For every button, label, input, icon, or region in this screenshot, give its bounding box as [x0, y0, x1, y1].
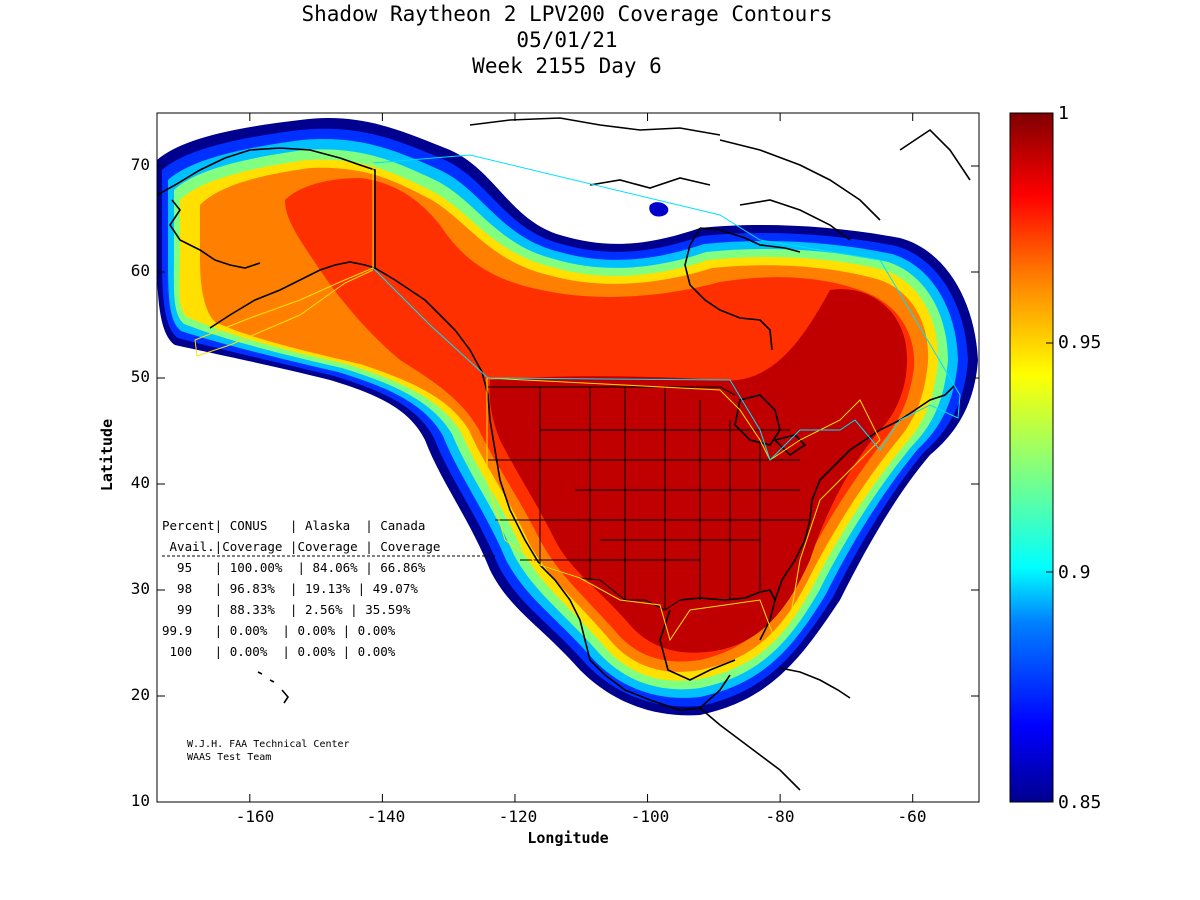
coverage-band-0.99	[489, 289, 908, 653]
table-row: 99.9 | 0.00% | 0.00% | 0.00%	[162, 623, 396, 638]
west-coast	[374, 267, 591, 661]
colorbar-tick-label: 1	[1058, 103, 1069, 124]
table-row: 99 | 88.33% | 2.56% | 35.59%	[162, 602, 411, 617]
table-row: 100 | 0.00% | 0.00% | 0.00%	[162, 644, 396, 659]
plot-frame	[156, 112, 980, 803]
x-tick-label: -160	[236, 807, 275, 826]
x-tick-label: -60	[898, 807, 927, 826]
chart-week-day: Week 2155 Day 6	[472, 54, 662, 78]
y-axis-tick-labels: 10 20 30 40 50 60 70	[131, 155, 150, 810]
coverage-contours	[157, 118, 978, 716]
colorbar-tick-label: 0.9	[1058, 562, 1091, 583]
table-header-row-1: Percent| CONUS | Alaska | Canada	[162, 518, 425, 533]
cuba	[779, 667, 851, 699]
state-lines	[488, 387, 810, 610]
credit-line-1: W.J.H. FAA Technical Center	[187, 739, 350, 750]
x-tick-label: -80	[766, 807, 795, 826]
credit-line-2: WAAS Test Team	[187, 752, 271, 763]
x-tick-label: -140	[367, 807, 406, 826]
y-tick-label: 30	[131, 579, 150, 598]
y-tick-label: 60	[131, 261, 150, 280]
state-boundaries	[488, 386, 810, 611]
axis-ticks	[157, 113, 979, 803]
alaska-coastline	[157, 147, 376, 329]
x-tick-label: -100	[631, 807, 670, 826]
y-tick-label: 20	[131, 685, 150, 704]
y-tick-label: 40	[131, 473, 150, 492]
y-tick-label: 70	[131, 155, 150, 174]
coastlines	[157, 117, 971, 791]
hudson-bay-coast	[684, 227, 801, 351]
y-axis-label: Latitude	[98, 419, 116, 491]
colorbar-gradient	[1009, 112, 1054, 803]
colorbar: 1 0.95 0.9 0.85	[1009, 103, 1101, 813]
x-axis-tick-labels: -160 -140 -120 -100 -80 -60	[236, 807, 927, 826]
mexico-gulf-coast	[589, 589, 776, 711]
credits: W.J.H. FAA Technical Center WAAS Test Te…	[187, 739, 350, 763]
conus-north-border	[488, 386, 736, 396]
coverage-table: Percent| CONUS | Alaska | Canada Avail.|…	[162, 518, 495, 659]
hudson-bay-gap	[649, 202, 669, 217]
canada-service-volume	[372, 154, 961, 461]
alaska-service-volume	[194, 163, 374, 357]
y-tick-label: 50	[131, 367, 150, 386]
central-america	[699, 707, 801, 791]
arctic-islands	[469, 117, 971, 241]
y-tick-label: 10	[131, 791, 150, 810]
coverage-band-alaska-core	[326, 210, 385, 263]
colorbar-tick-label: 0.85	[1058, 792, 1101, 813]
table-row: 95 | 100.00% | 84.06% | 66.86%	[162, 560, 426, 575]
table-row: 98 | 96.83% | 19.13% | 49.07%	[162, 581, 418, 596]
conus-service-volume	[486, 377, 881, 642]
x-tick-label: -120	[499, 807, 538, 826]
chart-title: Shadow Raytheon 2 LPV200 Coverage Contou…	[301, 2, 833, 26]
hawaii	[257, 671, 290, 704]
east-coast	[774, 384, 956, 601]
table-header-row-2: Avail.|Coverage |Coverage | Coverage	[162, 539, 440, 554]
chart-date: 05/01/21	[516, 28, 618, 52]
colorbar-tick-label: 0.95	[1058, 332, 1101, 353]
service-volume-boundaries	[194, 154, 961, 642]
x-axis-label: Longitude	[527, 829, 608, 847]
